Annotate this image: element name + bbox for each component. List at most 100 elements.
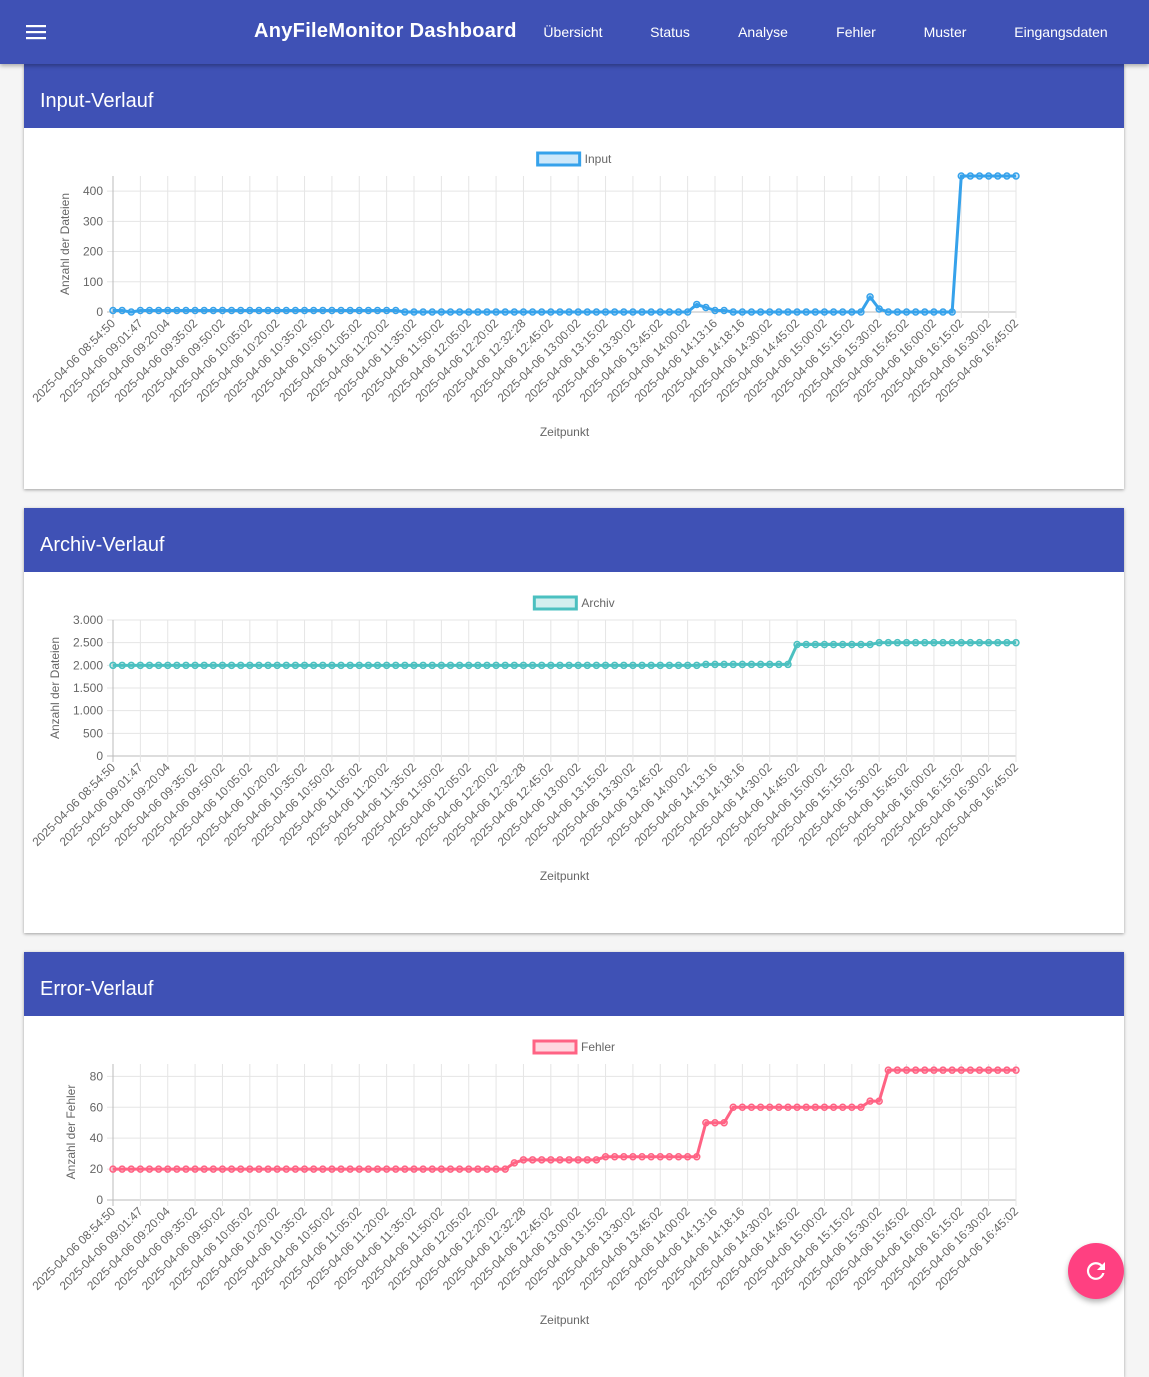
data-point xyxy=(610,308,619,316)
data-point xyxy=(893,308,902,316)
data-point xyxy=(209,1165,218,1173)
data-point xyxy=(966,1066,975,1074)
data-point xyxy=(483,308,491,316)
data-point xyxy=(519,1156,528,1164)
data-point xyxy=(300,661,309,670)
data-point xyxy=(765,660,774,669)
data-point xyxy=(921,308,929,316)
data-point xyxy=(720,660,728,669)
data-point xyxy=(246,1165,254,1173)
data-point xyxy=(227,661,236,670)
data-point xyxy=(720,306,728,315)
data-point xyxy=(948,308,956,316)
data-point xyxy=(647,308,655,316)
data-point xyxy=(227,1165,236,1173)
data-point xyxy=(711,306,719,315)
chart: 05001.0001.5002.0002.5003.0002025-04-06 … xyxy=(29,595,1021,883)
data-point xyxy=(492,308,500,316)
data-point xyxy=(118,306,126,315)
x-axis-title: Zeitpunkt xyxy=(540,869,590,883)
data-point xyxy=(683,308,692,316)
data-point xyxy=(884,1066,893,1074)
data-point xyxy=(975,638,984,647)
data-point xyxy=(328,306,336,315)
data-point xyxy=(802,308,810,316)
data-point xyxy=(300,306,309,315)
data-point xyxy=(838,640,847,649)
y-tick-label: 60 xyxy=(90,1100,104,1114)
data-point xyxy=(911,1066,920,1074)
data-point xyxy=(346,306,354,315)
data-point xyxy=(583,1156,592,1164)
data-point xyxy=(200,1165,208,1173)
data-point xyxy=(784,1103,792,1112)
data-point xyxy=(337,661,345,670)
data-point xyxy=(702,303,710,312)
data-point xyxy=(857,308,865,316)
page: AnyFileMonitor Dashboard Übersicht Statu… xyxy=(0,0,1149,1327)
data-point xyxy=(464,661,473,670)
data-point xyxy=(236,661,245,670)
data-point xyxy=(537,661,546,670)
data-point xyxy=(747,1103,756,1112)
refresh-button[interactable] xyxy=(1068,1243,1124,1299)
line-series xyxy=(113,641,1016,667)
data-point xyxy=(829,1103,838,1112)
data-point xyxy=(273,661,281,670)
y-tick-label: 500 xyxy=(83,726,103,740)
data-point xyxy=(811,1103,820,1112)
data-point xyxy=(711,660,719,669)
data-point xyxy=(419,661,427,670)
data-point xyxy=(364,1165,373,1173)
data-point xyxy=(984,1066,993,1074)
legend-label: Archiv xyxy=(581,596,614,610)
menu-icon[interactable] xyxy=(26,22,46,42)
data-point xyxy=(957,1066,966,1074)
y-tick-label: 400 xyxy=(83,184,103,198)
data-point xyxy=(802,640,810,649)
data-point xyxy=(592,661,601,670)
data-point xyxy=(930,308,938,316)
nav-link[interactable]: Status xyxy=(650,24,690,40)
data-point xyxy=(136,1165,145,1173)
data-point xyxy=(848,640,856,649)
data-point xyxy=(656,308,665,316)
y-tick-label: 2.000 xyxy=(73,658,103,672)
data-point xyxy=(556,1156,564,1164)
data-point xyxy=(264,306,272,315)
data-point xyxy=(437,661,446,670)
data-point xyxy=(902,308,911,316)
data-point xyxy=(1012,172,1020,180)
data-point xyxy=(674,1152,683,1161)
data-point xyxy=(419,308,427,316)
data-point xyxy=(601,308,610,316)
legend-label: Input xyxy=(585,152,612,166)
data-point xyxy=(556,661,564,670)
data-point xyxy=(738,660,747,669)
data-point xyxy=(209,306,218,315)
data-point xyxy=(191,1165,199,1173)
nav-link[interactable]: Fehler xyxy=(836,24,876,40)
data-point xyxy=(109,306,117,315)
data-point xyxy=(1003,1066,1011,1074)
nav-link[interactable]: Eingangsdaten xyxy=(1014,24,1108,40)
y-tick-label: 20 xyxy=(90,1162,104,1176)
data-point xyxy=(911,638,920,647)
data-point xyxy=(966,172,975,180)
data-point xyxy=(574,1156,582,1164)
data-point xyxy=(154,1165,163,1173)
data-point xyxy=(337,1165,345,1173)
data-point xyxy=(528,1156,537,1164)
nav-link[interactable]: Übersicht xyxy=(543,24,603,40)
data-point xyxy=(984,172,993,180)
nav-link[interactable]: Analyse xyxy=(738,24,788,40)
data-point xyxy=(857,640,865,649)
data-point xyxy=(528,661,537,670)
data-point xyxy=(911,308,920,316)
nav-link[interactable]: Muster xyxy=(923,24,967,40)
data-point xyxy=(419,1165,427,1173)
data-point xyxy=(656,1152,665,1161)
data-point xyxy=(1003,172,1011,180)
